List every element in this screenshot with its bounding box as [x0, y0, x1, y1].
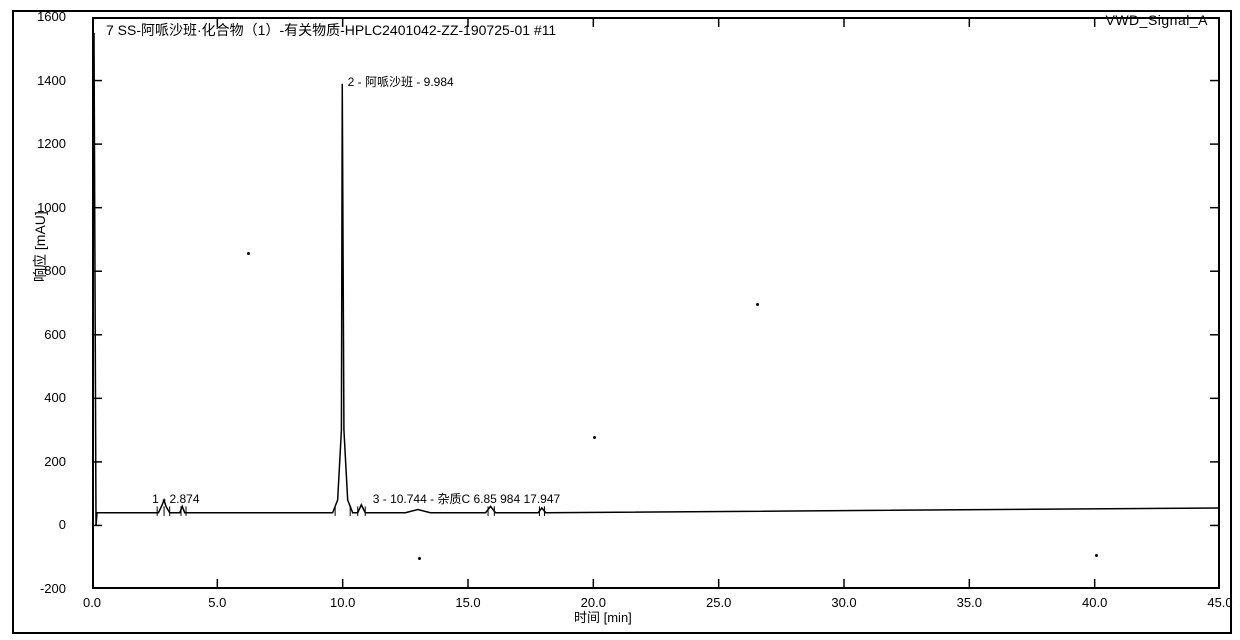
x-tick-label: 5.0	[208, 595, 226, 610]
x-tick-label: 10.0	[330, 595, 355, 610]
x-tick-label: 45.0	[1207, 595, 1232, 610]
y-tick-label: 400	[18, 390, 66, 405]
y-tick-label: 0	[18, 517, 66, 532]
y-tick-label: 1200	[18, 136, 66, 151]
y-axis-label-units: [mAU]	[32, 211, 48, 250]
x-tick-label: 30.0	[831, 595, 856, 610]
artifact-dot	[1095, 554, 1098, 557]
y-tick-label: 1000	[18, 200, 66, 215]
x-tick-label: 20.0	[581, 595, 606, 610]
chart-title: 7 SS-阿哌沙班·化合物（1）-有关物质-HPLC2401042-ZZ-190…	[106, 20, 556, 40]
x-tick-label: 15.0	[455, 595, 480, 610]
chart-frame: VWD_Signal_A 7 SS-阿哌沙班·化合物（1）-有关物质-HPLC2…	[12, 10, 1232, 634]
y-tick-label: -200	[18, 581, 66, 596]
y-tick-label: 600	[18, 327, 66, 342]
plot-area: 7 SS-阿哌沙班·化合物（1）-有关物质-HPLC2401042-ZZ-190…	[92, 17, 1220, 589]
x-tick-label: 40.0	[1082, 595, 1107, 610]
x-tick-label: 25.0	[706, 595, 731, 610]
x-tick-label: 0.0	[83, 595, 101, 610]
peak-label: 3 - 10.744 - 杂质C 6.85 984 17.947	[373, 490, 560, 507]
chromatogram-line	[92, 17, 1220, 589]
y-tick-label: 800	[18, 263, 66, 278]
x-tick-label: 35.0	[957, 595, 982, 610]
y-tick-label: 1400	[18, 73, 66, 88]
y-tick-label: 200	[18, 454, 66, 469]
peak-label: 1 - 2.874	[152, 492, 199, 506]
peak-label: 2 - 阿哌沙班 - 9.984	[348, 73, 454, 90]
y-tick-label: 1600	[18, 9, 66, 24]
